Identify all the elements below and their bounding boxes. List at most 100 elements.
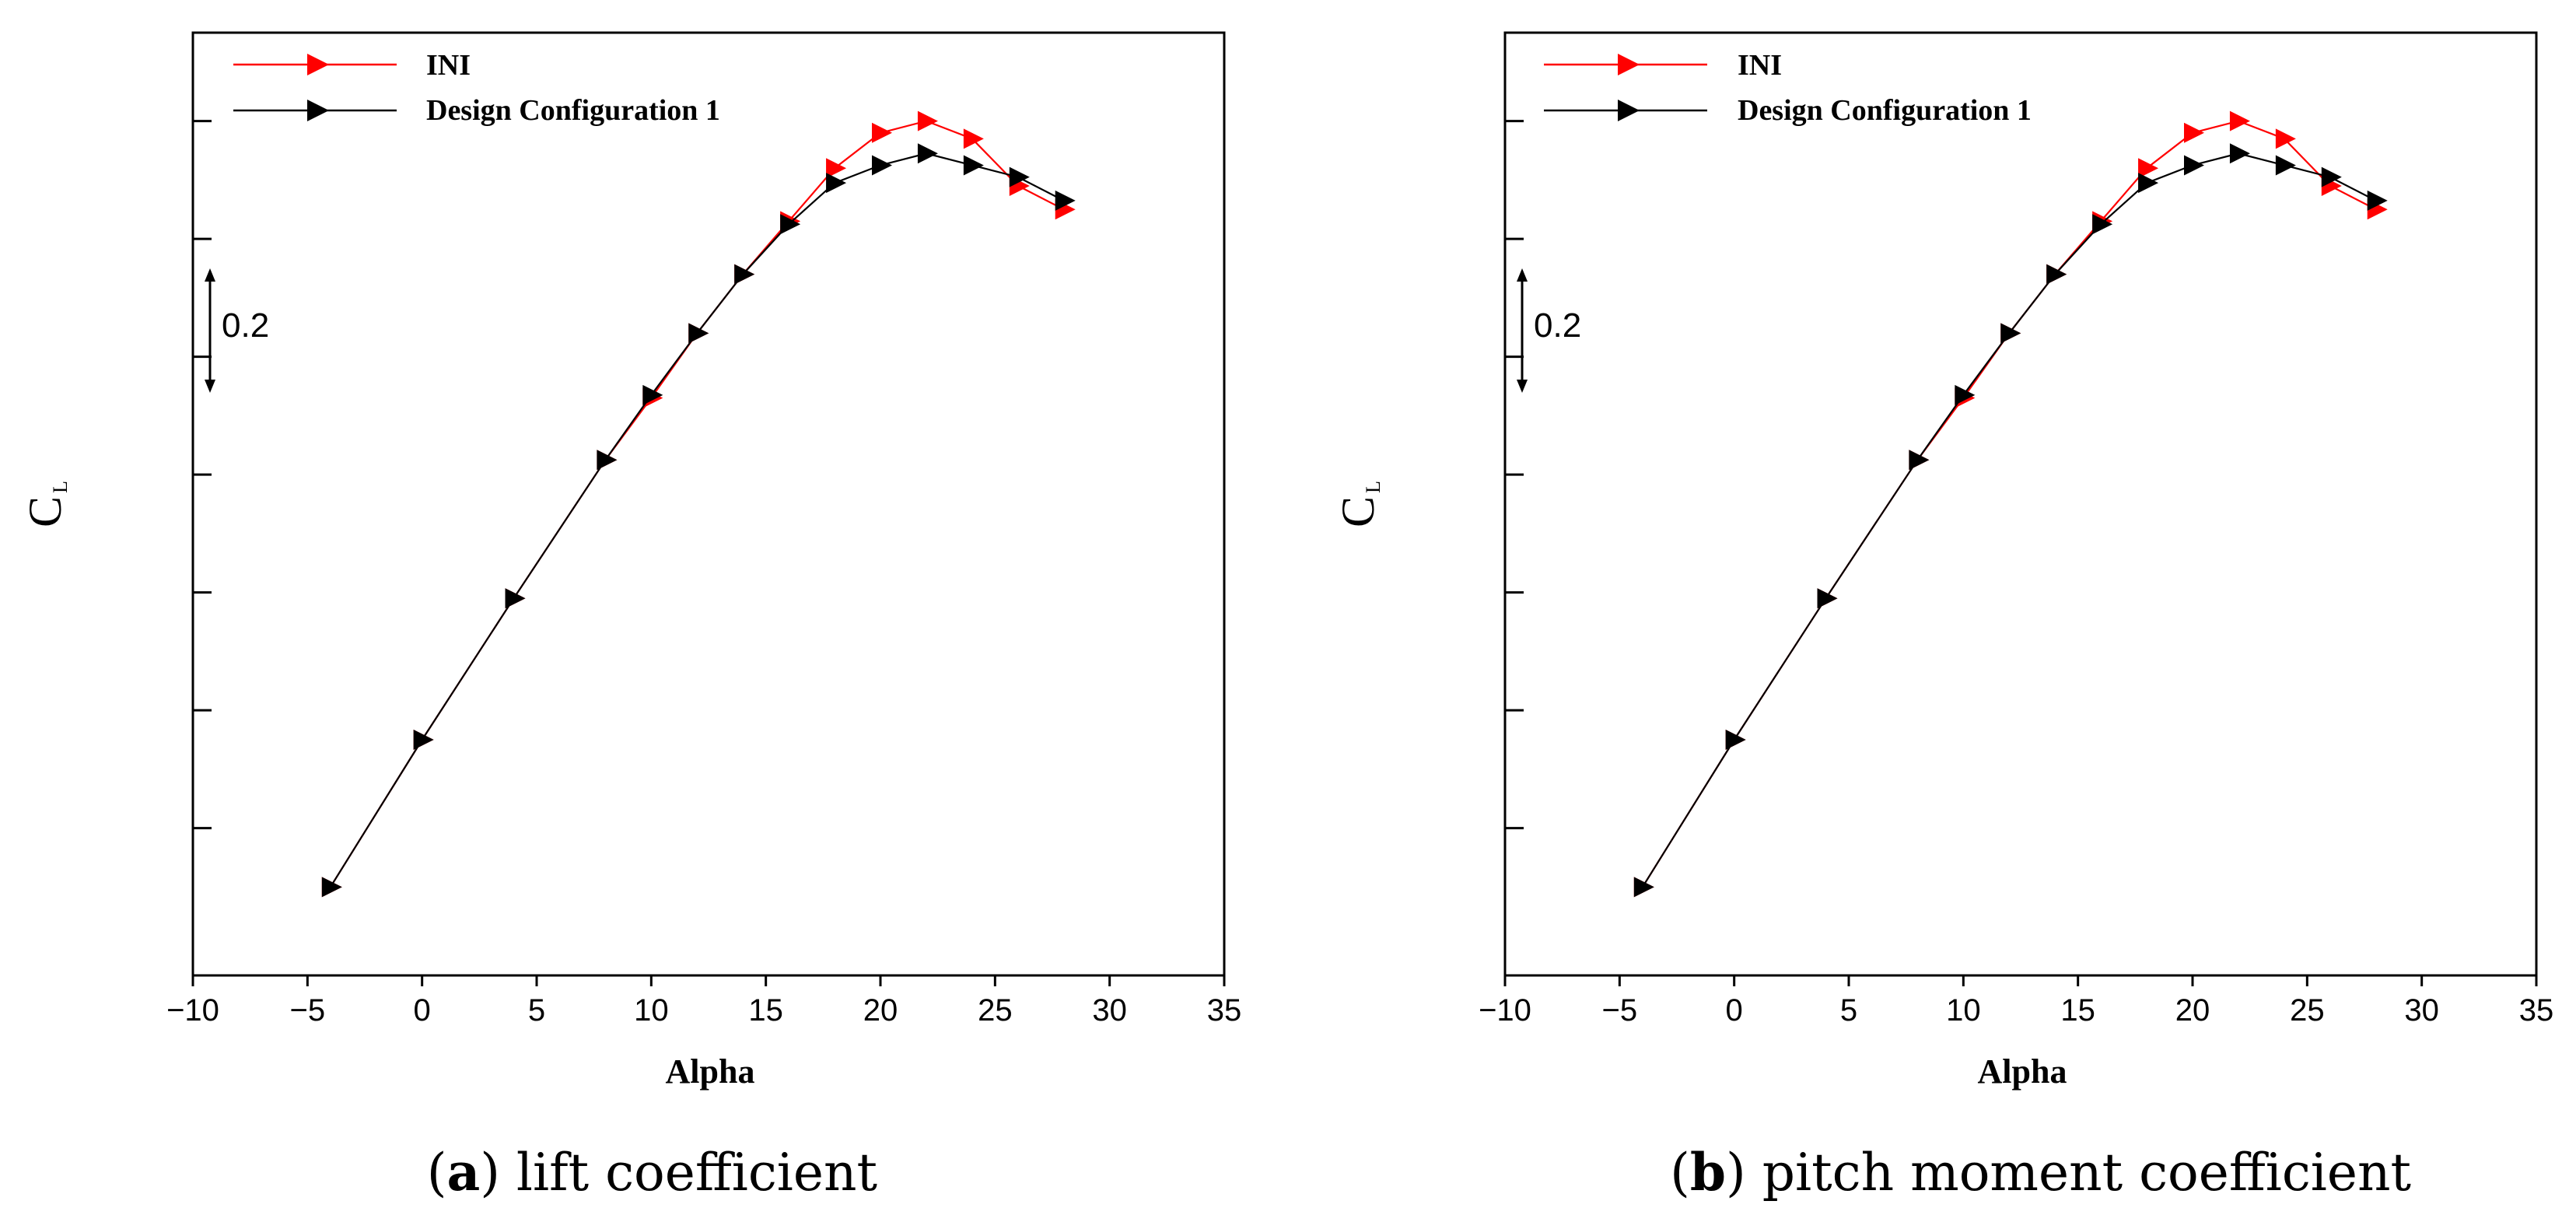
data-point-marker (1633, 877, 1654, 898)
scale-bar-arrow-top (1517, 268, 1528, 282)
x-tick-label: 10 (1946, 993, 1981, 1028)
x-ticks: −10 −5 0 5 10 15 20 25 30 35 (166, 975, 1241, 1028)
data-point-marker (917, 110, 938, 131)
x-tick-label: −10 (166, 993, 219, 1028)
x-tick-label: 0 (414, 993, 431, 1028)
data-point-marker (734, 264, 755, 285)
x-axis-label: Alpha (1978, 1052, 2067, 1091)
series-ini (321, 110, 1076, 898)
legend-ini-label: INI (426, 49, 471, 82)
data-point-marker (1055, 190, 1076, 211)
data-point-marker (872, 155, 892, 176)
caption-a: (a) lift coefficient (427, 1142, 877, 1203)
y-ticks (193, 120, 212, 830)
scale-bar-arrow-top (205, 268, 215, 282)
y-axis-label: CL (19, 481, 72, 527)
caption-b-text: pitch moment coefficient (1746, 1143, 2411, 1203)
x-tick-label: 15 (2060, 993, 2095, 1028)
panel-b: −10 −5 0 5 10 15 20 25 30 35 0.2 INI Design Confi… (1332, 31, 2554, 1203)
data-point-marker (688, 323, 709, 344)
x-tick-label: 5 (528, 993, 545, 1028)
data-point-marker (963, 128, 984, 149)
data-point-marker (2275, 155, 2296, 176)
data-point-marker (642, 384, 663, 405)
panel-a: −10 −5 0 5 10 15 20 25 30 35 0.2 INI Design Confi… (19, 31, 1241, 1203)
y-axis-label-main: C (19, 496, 71, 527)
x-tick-label: 10 (634, 993, 669, 1028)
series-ini (1633, 110, 2388, 898)
legend-ini-marker (1618, 54, 1640, 75)
data-point-marker (321, 877, 342, 898)
series-line (329, 120, 1065, 888)
x-tick-label: 0 (1726, 993, 1743, 1028)
legend-ini-label: INI (1738, 49, 1782, 82)
scale-bar-arrow-bottom (1517, 380, 1528, 393)
data-point-marker (2229, 110, 2250, 131)
x-tick-label: 20 (863, 993, 898, 1028)
legend-design-marker (307, 100, 329, 121)
data-point-marker (1817, 588, 1838, 609)
x-tick-label: 25 (2290, 993, 2325, 1028)
data-point-marker (2275, 128, 2296, 149)
x-tick-label: 35 (2519, 993, 2554, 1028)
data-point-marker (2138, 158, 2159, 179)
x-tick-label: 20 (2175, 993, 2210, 1028)
scale-bar: 0.2 (1517, 268, 1581, 393)
data-point-marker (2138, 173, 2159, 194)
caption-b: (b) pitch moment coefficient (1670, 1142, 2411, 1203)
x-tick-label: 25 (978, 993, 1013, 1028)
caption-b-letter: b (1690, 1142, 1726, 1203)
data-point-marker (1009, 166, 1030, 187)
data-point-marker (2000, 323, 2021, 344)
data-point-marker (1955, 384, 1976, 405)
x-tick-label: 15 (748, 993, 783, 1028)
plot-frame (1503, 31, 2538, 977)
data-point-marker (1909, 450, 1930, 471)
y-axis-label-sub: L (1362, 481, 1384, 493)
series-line (1641, 120, 2377, 888)
x-tick-label: 35 (1207, 993, 1242, 1028)
x-tick-label: −10 (1479, 993, 1531, 1028)
series-design-configuration-1 (1633, 143, 2388, 898)
data-point-marker (2229, 143, 2250, 164)
data-point-marker (2092, 214, 2113, 235)
legend-design-marker (1618, 100, 1640, 121)
legend-ini-marker (307, 54, 329, 75)
y-axis-label-main: C (1332, 496, 1384, 527)
x-tick-label: 30 (1092, 993, 1127, 1028)
data-point-marker (780, 214, 801, 235)
scale-bar: 0.2 (205, 268, 269, 393)
data-point-marker (505, 588, 526, 609)
y-axis-label-sub: L (49, 481, 72, 493)
y-ticks (1505, 120, 1524, 830)
y-axis-label: CL (1332, 481, 1384, 527)
series-design-configuration-1 (321, 143, 1076, 898)
data-point-marker (917, 143, 938, 164)
scale-bar-label: 0.2 (222, 306, 269, 345)
legend: INI Design Configuration 1 (1544, 49, 2032, 127)
data-point-marker (872, 122, 892, 143)
data-point-marker (1725, 730, 1746, 750)
data-point-marker (826, 158, 847, 179)
legend: INI Design Configuration 1 (233, 49, 720, 127)
x-tick-label: −5 (1602, 993, 1638, 1028)
caption-a-text: lift coefficient (500, 1143, 877, 1203)
series-line (329, 152, 1065, 888)
data-point-marker (2184, 155, 2204, 176)
x-tick-label: −5 (290, 993, 326, 1028)
scale-bar-label: 0.2 (1534, 306, 1581, 345)
legend-design-label: Design Configuration 1 (1738, 94, 2032, 127)
data-point-marker (826, 173, 847, 194)
scale-bar-arrow-bottom (205, 380, 215, 393)
x-tick-label: 30 (2404, 993, 2439, 1028)
data-point-marker (2046, 264, 2067, 285)
data-point-marker (2367, 190, 2388, 211)
data-point-marker (413, 730, 434, 750)
caption-a-letter: a (446, 1142, 480, 1203)
x-axis-label: Alpha (666, 1052, 755, 1091)
legend-design-label: Design Configuration 1 (426, 94, 720, 127)
data-point-marker (597, 450, 618, 471)
data-point-marker (2321, 166, 2342, 187)
data-point-marker (2184, 122, 2204, 143)
